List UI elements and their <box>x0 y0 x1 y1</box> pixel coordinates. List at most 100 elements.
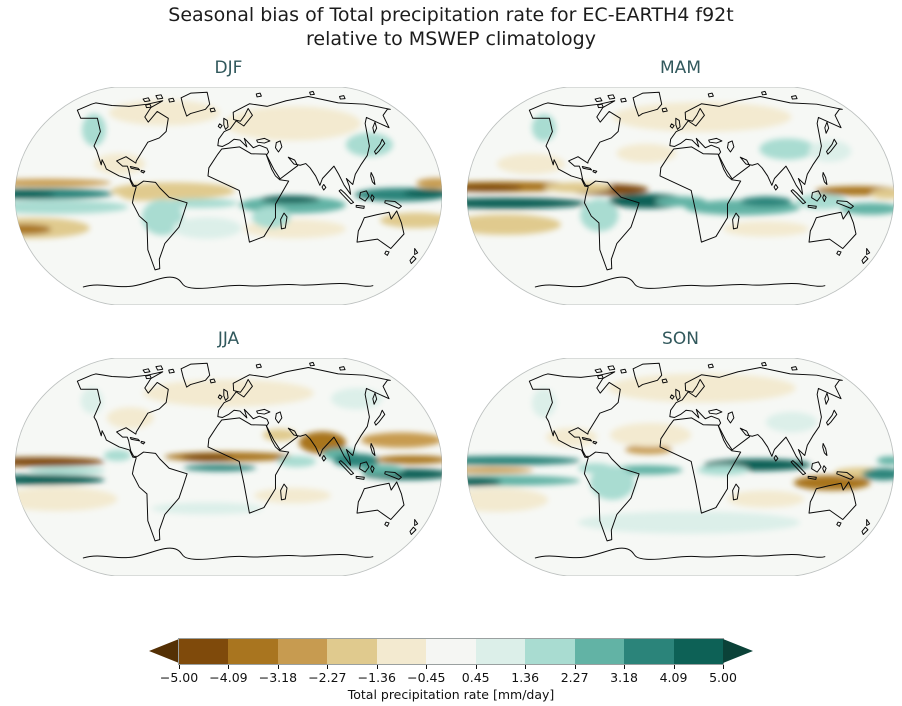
bias-blob <box>416 178 442 189</box>
colorbar-extend-right-arrow <box>723 639 753 663</box>
bias-field <box>467 102 894 237</box>
bias-blob <box>380 212 442 229</box>
bias-blob <box>467 184 523 192</box>
panel-title-son: SON <box>662 329 699 349</box>
bias-blob <box>531 388 556 418</box>
bias-blob <box>360 432 442 448</box>
bias-blob <box>181 453 233 462</box>
colorbar-extend-left-arrow <box>149 639 179 663</box>
colorbar-tick <box>376 665 378 669</box>
bias-blob <box>103 449 132 462</box>
bias-blob <box>870 188 894 199</box>
map-outline <box>15 87 442 305</box>
colorbar-tick <box>624 665 626 669</box>
figure-title: Seasonal bias of Total precipitation rat… <box>0 3 902 51</box>
bias-blob <box>15 200 129 214</box>
figure-title-line2: relative to MSWEP climatology <box>305 28 596 50</box>
bias-blob <box>183 464 257 472</box>
map-jja <box>15 358 442 576</box>
bias-blob <box>578 511 801 534</box>
colorbar-tick-label: −1.36 <box>357 670 396 685</box>
bias-blob <box>15 487 118 511</box>
colorbar-tick <box>525 665 527 669</box>
bias-blob <box>141 199 183 236</box>
bias-blob <box>108 99 220 126</box>
colorbar-tick <box>723 665 724 669</box>
bias-blob <box>80 388 103 414</box>
bias-blob <box>876 456 894 465</box>
panel-djf: DJF <box>15 56 442 305</box>
bias-blob <box>840 202 894 215</box>
colorbar-tick <box>673 665 675 669</box>
colorbar-tick <box>277 665 279 669</box>
bias-blob <box>467 197 587 209</box>
colorbar-tick-label: 5.00 <box>709 670 737 685</box>
colorbar-tick <box>228 665 230 669</box>
colorbar-segment-7 <box>525 639 575 664</box>
bias-blob <box>143 379 314 407</box>
bias-blob <box>589 465 635 500</box>
colorbar-tick-label: −2.27 <box>308 670 347 685</box>
bias-blob <box>254 487 331 504</box>
bias-blob <box>759 138 816 160</box>
colorbar-segment-3 <box>327 639 377 664</box>
colorbar-tick-label: −5.00 <box>159 670 199 685</box>
bias-blob <box>467 467 534 474</box>
colorbar-tick-label: 0.45 <box>461 670 490 685</box>
bias-blob <box>616 143 677 163</box>
panel-mam: MAM <box>467 56 894 305</box>
bias-blob <box>15 457 105 467</box>
colorbar-axis-label: Total precipitation rate [mm/day] <box>347 687 555 702</box>
colorbar-segment-9 <box>624 639 674 664</box>
bias-blob <box>260 195 321 204</box>
bias-blob <box>467 214 561 235</box>
bias-blob <box>403 188 442 198</box>
bias-blob <box>15 178 112 187</box>
bias-blob <box>330 388 383 410</box>
bias-blob <box>467 475 581 486</box>
bias-blob <box>224 106 361 141</box>
bias-blob <box>467 477 502 487</box>
colorbar-segment-6 <box>475 639 526 664</box>
bias-blob <box>808 140 852 162</box>
bias-blob <box>861 468 894 481</box>
colorbar-segment-5 <box>426 639 476 664</box>
bias-blob <box>697 464 749 476</box>
bias-blob <box>612 102 792 132</box>
colorbar-tick <box>179 665 180 669</box>
colorbar-segment-0 <box>179 639 229 664</box>
bias-blob <box>27 467 105 475</box>
colorbar-tick-label: 3.18 <box>610 670 638 685</box>
bias-blob <box>82 113 106 147</box>
map-djf <box>15 87 442 305</box>
bias-field <box>467 373 894 534</box>
bias-blob <box>375 455 442 465</box>
colorbar-tick-label: −3.18 <box>258 670 298 685</box>
colorbar-segment-4 <box>376 639 427 664</box>
colorbar-tick-label: 1.36 <box>511 670 540 685</box>
bias-blob <box>727 490 805 508</box>
colorbar-tick <box>426 665 428 669</box>
colorbar-segment-10 <box>673 639 723 664</box>
colorbar-tick-label: 4.09 <box>659 670 688 685</box>
bias-blob <box>740 196 792 207</box>
bias-blob <box>277 455 317 467</box>
bias-blob <box>15 190 56 199</box>
bias-blob <box>578 463 613 474</box>
figure-title-line1: Seasonal bias of Total precipitation rat… <box>168 4 734 26</box>
bias-blob <box>723 221 809 237</box>
bias-blob <box>106 407 154 429</box>
panel-title-djf: DJF <box>214 58 243 78</box>
colorbar-tick-label: 2.27 <box>560 670 589 685</box>
bias-blob <box>15 224 52 235</box>
colorbar-tick <box>327 665 329 669</box>
panel-title-jja: JJA <box>217 329 240 349</box>
bias-blob <box>765 411 818 433</box>
map-son <box>467 358 894 576</box>
colorbar-tick-label: −0.45 <box>407 670 446 685</box>
colorbar-segment-2 <box>277 639 328 664</box>
bias-blob <box>119 188 167 201</box>
colorbar-segment-8 <box>574 639 625 664</box>
bias-blob <box>580 198 619 232</box>
